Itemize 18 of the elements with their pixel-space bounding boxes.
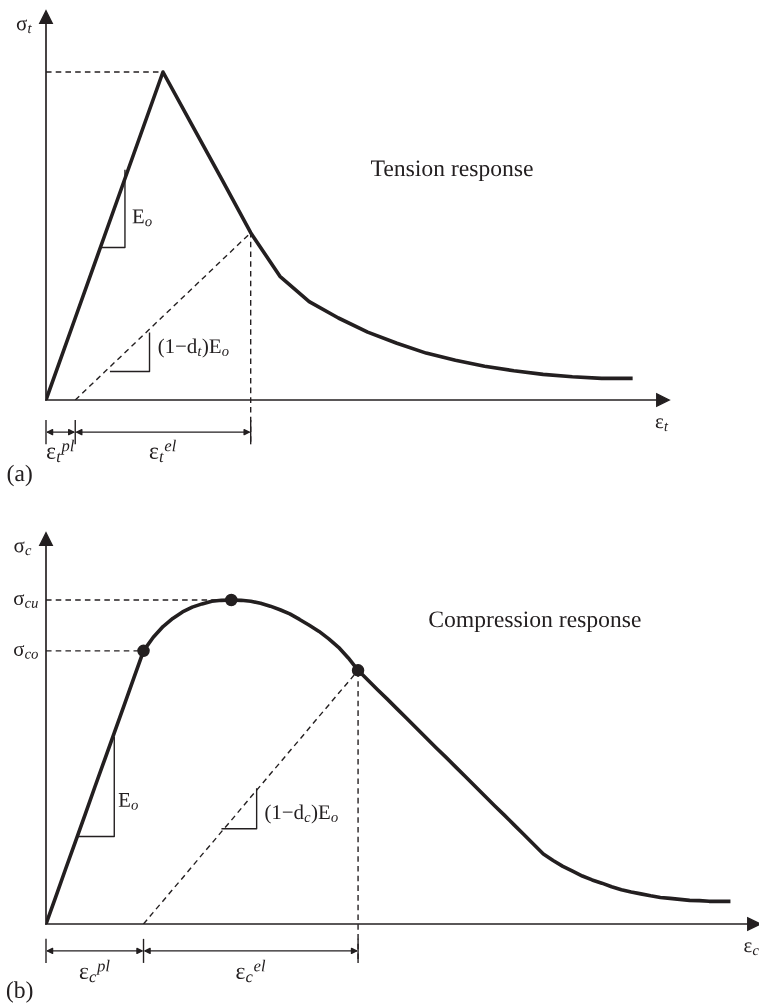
y-axis-title: σ$_{t}$ [16,19,32,34]
x-axis-title: ε$_{t}$ [655,418,669,432]
text: ε$_{t}$$^{el}$ [149,439,176,463]
text: ε$_{c}$$^{pl}$ [79,959,110,983]
annotation: E$_{o}$ [132,209,152,227]
annotation: (1−d$_{t}$)E$_{o}$ [158,338,229,358]
annotation: Compression response [429,611,641,633]
ref-line-label: σ$_{cu}$ [14,594,38,608]
annotation: Tension response [371,160,533,182]
text: ε$_{c}$$^{el}$ [236,959,266,983]
annotation: (1−d$_{c}$)E$_{o}$ [265,804,338,824]
x-axis-title: ε$_{c}$ [744,942,759,956]
y-axis-title: σ$_{c}$ [14,541,32,556]
text: (b) [6,981,33,1003]
ref-line-label: σ$_{co}$ [14,645,38,659]
annotation: E$_{o}$ [118,793,138,810]
text: (a) [7,464,32,487]
text: ε$_{t}$$^{pl}$ [47,439,75,463]
